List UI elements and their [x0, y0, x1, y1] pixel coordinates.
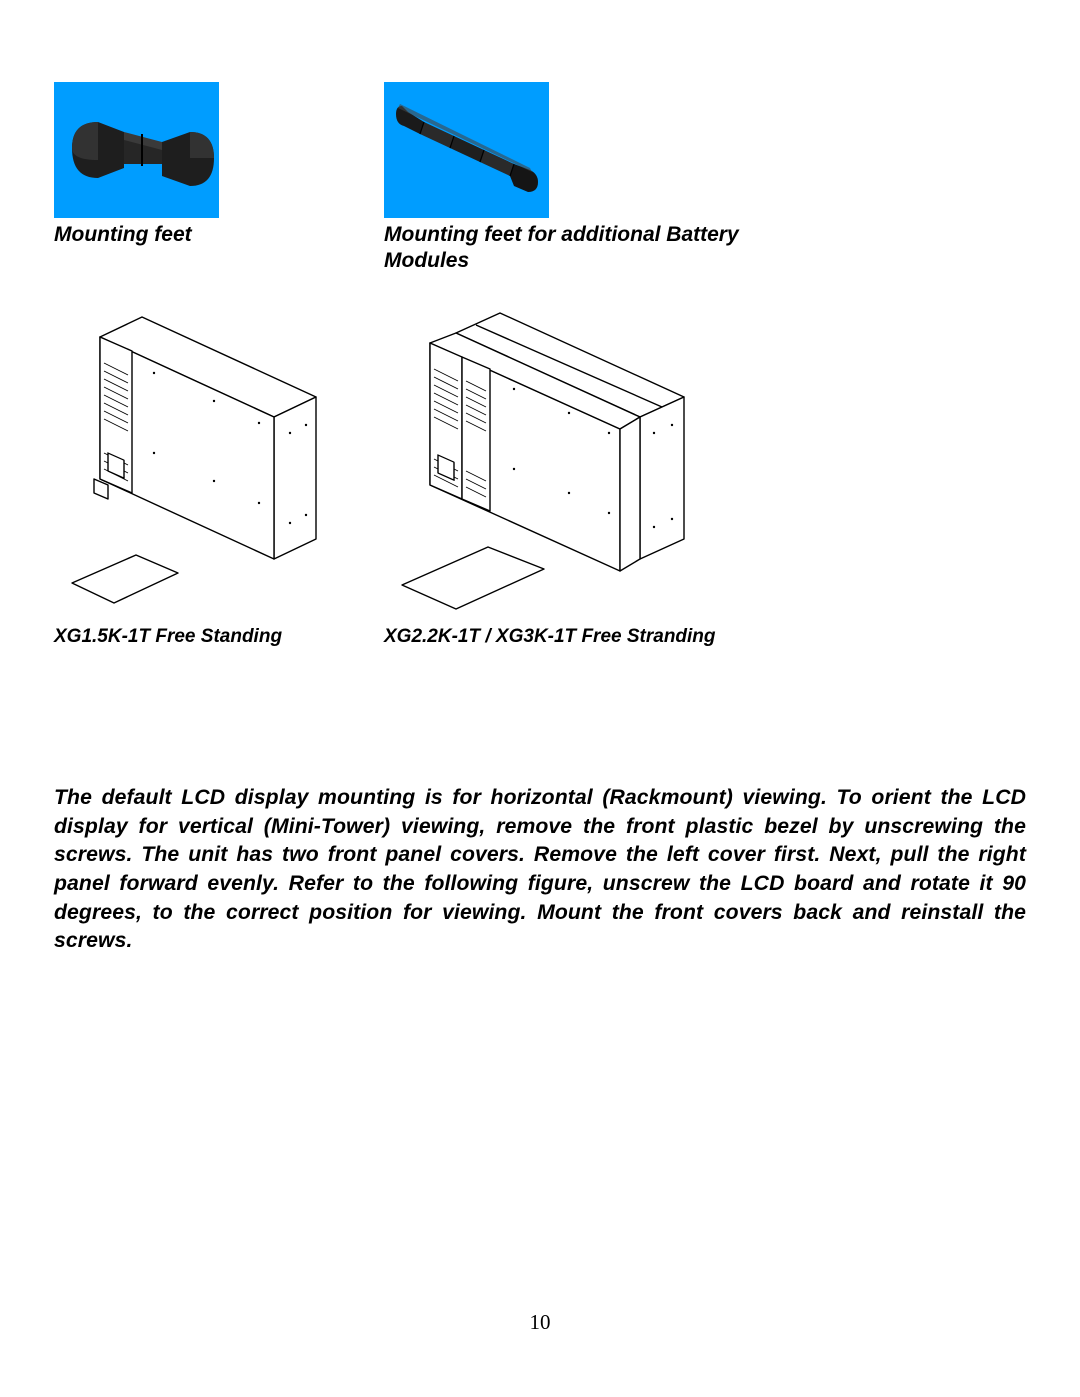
mounting-feet-caption: Mounting feet: [54, 222, 384, 248]
page-number: 10: [0, 1310, 1080, 1335]
mounting-feet-battery-caption: Mounting feet for additional Battery Mod…: [384, 222, 804, 275]
ups-device-1-icon: [54, 303, 334, 615]
figure-row-devices: [54, 303, 1026, 615]
figure-device-2: [384, 303, 884, 615]
mounting-feet-image: [54, 82, 219, 218]
device-captions-row: XG1.5K-1T Free Standing XG2.2K-1T / XG3K…: [54, 621, 1026, 649]
device-1-caption: XG1.5K-1T Free Standing: [54, 625, 384, 649]
manual-page: Mounting feet: [0, 0, 1080, 1397]
mounting-feet-battery-image: [384, 82, 549, 218]
figure-mounting-feet-battery: Mounting feet for additional Battery Mod…: [384, 82, 884, 275]
mounting-feet-rail-icon: [384, 82, 549, 218]
figure-mounting-feet: Mounting feet: [54, 82, 384, 248]
figure-device-1: [54, 303, 384, 615]
mounting-feet-icon: [54, 82, 219, 218]
lcd-orientation-paragraph: The default LCD display mounting is for …: [54, 784, 1026, 956]
device-2-caption: XG2.2K-1T / XG3K-1T Free Stranding: [384, 625, 884, 649]
ups-device-2-icon: [384, 303, 704, 615]
device-2-image: [384, 303, 884, 615]
device-1-image: [54, 303, 384, 615]
figure-row-mounting-feet: Mounting feet: [54, 82, 1026, 275]
